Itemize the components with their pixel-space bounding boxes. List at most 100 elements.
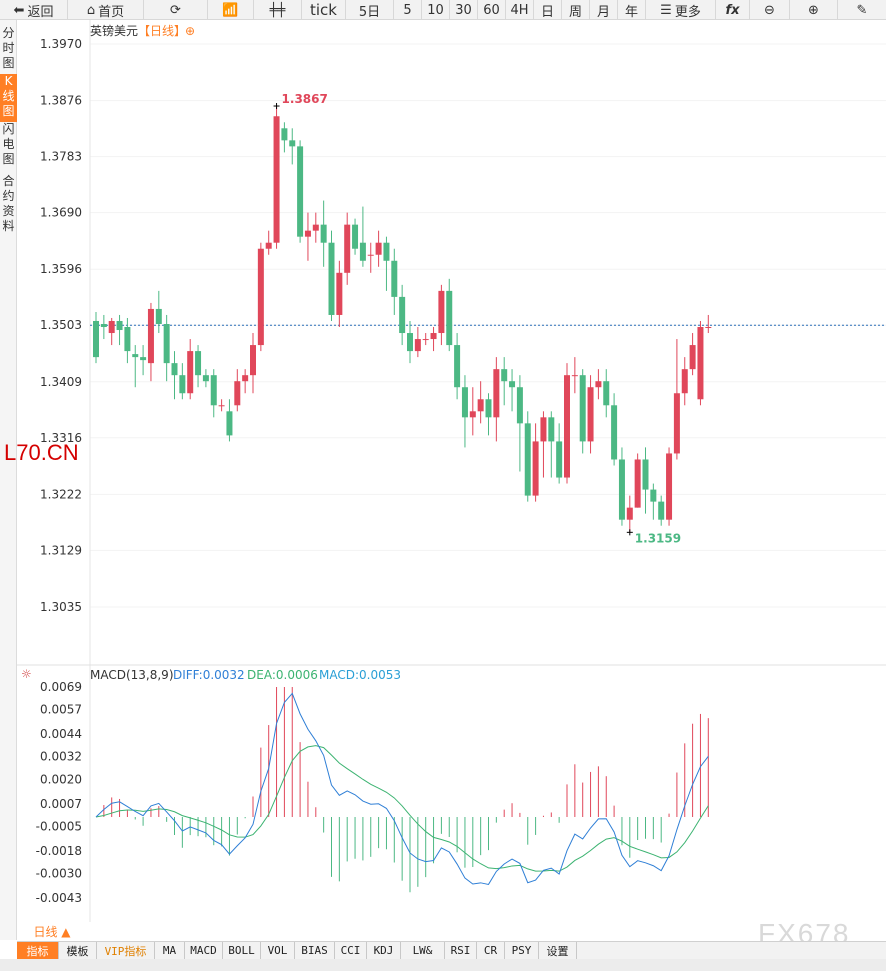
tab-contract[interactable]: 合约资料 <box>0 174 17 236</box>
tab-psy[interactable]: PSY <box>505 942 539 959</box>
candle-body <box>673 393 680 454</box>
price-tick-label: 1.3783 <box>40 150 82 164</box>
formula-button[interactable]: fx <box>716 0 750 20</box>
candle-body <box>446 290 453 346</box>
candle-body <box>383 242 390 261</box>
tab-flash[interactable]: 闪电图 <box>0 122 17 170</box>
tab-rsi[interactable]: RSI <box>445 942 477 959</box>
candle-body <box>320 224 327 243</box>
candle-body <box>202 375 209 382</box>
month-button[interactable]: 月 <box>590 0 618 20</box>
candle-body <box>414 339 421 352</box>
candle-body <box>273 116 280 243</box>
home-icon: ⌂ <box>86 2 96 18</box>
candle-body <box>399 296 406 334</box>
candle-body <box>485 399 492 418</box>
candle-body <box>461 387 468 418</box>
candle-body <box>509 381 516 388</box>
tab-cr[interactable]: CR <box>477 942 505 959</box>
candle-body <box>650 489 657 502</box>
candle-body <box>438 290 445 334</box>
macd-tick-label: 0.0007 <box>40 797 82 811</box>
candle-body <box>289 140 296 147</box>
candle-body <box>634 459 641 508</box>
tab-kdj[interactable]: KDJ <box>367 942 401 959</box>
tab-vol[interactable]: VOL <box>261 942 295 959</box>
tab-timeshare-label: 分时图 <box>2 26 15 70</box>
year-button[interactable]: 年 <box>618 0 646 20</box>
macd-tick-label: 0.0057 <box>40 703 82 717</box>
candle-body <box>391 260 398 297</box>
candle-type-button[interactable]: ╪╪ <box>254 0 302 20</box>
price-tick-label: 1.3409 <box>40 375 82 389</box>
candle-body <box>595 381 602 388</box>
candle-body <box>666 453 673 520</box>
candle-body <box>548 417 555 442</box>
period-selector[interactable]: 日线 ▲ <box>17 922 87 941</box>
candle-body <box>100 323 107 328</box>
macd-tick-label: -0.0018 <box>36 844 82 858</box>
macd-tick-label: -0.0005 <box>36 819 82 833</box>
chart-type-button[interactable]: 📶 <box>208 0 254 20</box>
symbol-title: 英镑美元 <box>90 23 138 38</box>
5min-button[interactable]: 5 <box>394 0 422 20</box>
kline-chart[interactable]: 1.3970 1.3876 1.3783 1.3690 1.3596 1.3503 1.34… <box>17 20 886 922</box>
candle-body <box>587 387 594 442</box>
tab-indicator[interactable]: 指标 <box>17 942 59 959</box>
refresh-button[interactable]: ⟳ <box>144 0 208 20</box>
candle-body <box>375 242 382 255</box>
tab-vip[interactable]: VIP指标 <box>97 942 155 959</box>
period-tag: 【日线】 <box>138 24 186 38</box>
tab-template[interactable]: 模板 <box>59 942 97 959</box>
candle-body <box>336 272 343 315</box>
tab-lwr[interactable]: LW& <box>401 942 445 959</box>
watermark-l70: L70.CN <box>4 440 79 465</box>
60min-button[interactable]: 60 <box>478 0 506 20</box>
candle-body <box>281 128 288 141</box>
candle-body <box>108 320 115 334</box>
week-button[interactable]: 周 <box>562 0 590 20</box>
candle-body <box>493 369 500 418</box>
tab-cci[interactable]: CCI <box>335 942 367 959</box>
candle-body <box>618 459 625 520</box>
back-button[interactable]: ⬅ 返回 <box>0 0 68 20</box>
10min-button[interactable]: 10 <box>422 0 450 20</box>
tab-settings[interactable]: 设置 <box>539 942 577 959</box>
candle-body <box>132 354 139 358</box>
macd-histogram <box>103 687 709 893</box>
tick-button[interactable]: tick <box>302 0 346 20</box>
candle-body <box>265 242 272 249</box>
candle-body <box>147 308 154 364</box>
candle-body <box>367 254 374 256</box>
candle-body <box>422 339 429 341</box>
pen-icon: ✎ <box>856 2 868 18</box>
tab-timeshare[interactable]: 分时图 <box>0 26 17 74</box>
candle-body <box>328 242 335 315</box>
day-button[interactable]: 日 <box>534 0 562 20</box>
macd-value: MACD:0.0053 <box>319 668 401 682</box>
4h-button[interactable]: 4H <box>506 0 534 20</box>
sun-settings-icon[interactable]: ☼ <box>21 667 32 681</box>
price-tick-label: 1.3596 <box>40 262 82 276</box>
more-button[interactable]: ☰ 更多 <box>646 0 716 20</box>
tab-bias[interactable]: BIAS <box>295 942 335 959</box>
tab-boll[interactable]: BOLL <box>223 942 261 959</box>
tab-macd[interactable]: MACD <box>185 942 223 959</box>
draw-button[interactable]: ✎ <box>838 0 886 20</box>
home-button[interactable]: ⌂ 首页 <box>68 0 144 20</box>
tab-ma[interactable]: MA <box>155 942 185 959</box>
price-tick-label: 1.3129 <box>40 543 82 557</box>
macd-tick-label: -0.0043 <box>36 891 82 905</box>
add-indicator-icon[interactable]: ⊕ <box>185 24 195 38</box>
zoom-in-button[interactable]: ⊕ <box>790 0 838 20</box>
zoom-out-button[interactable]: ⊖ <box>750 0 790 20</box>
30min-button[interactable]: 30 <box>450 0 478 20</box>
candle-body <box>163 323 170 364</box>
candle-body <box>242 375 249 382</box>
zoom-out-icon: ⊖ <box>764 2 775 18</box>
five-day-button[interactable]: 5日 <box>346 0 394 20</box>
price-tick-label: 1.3316 <box>40 431 82 445</box>
